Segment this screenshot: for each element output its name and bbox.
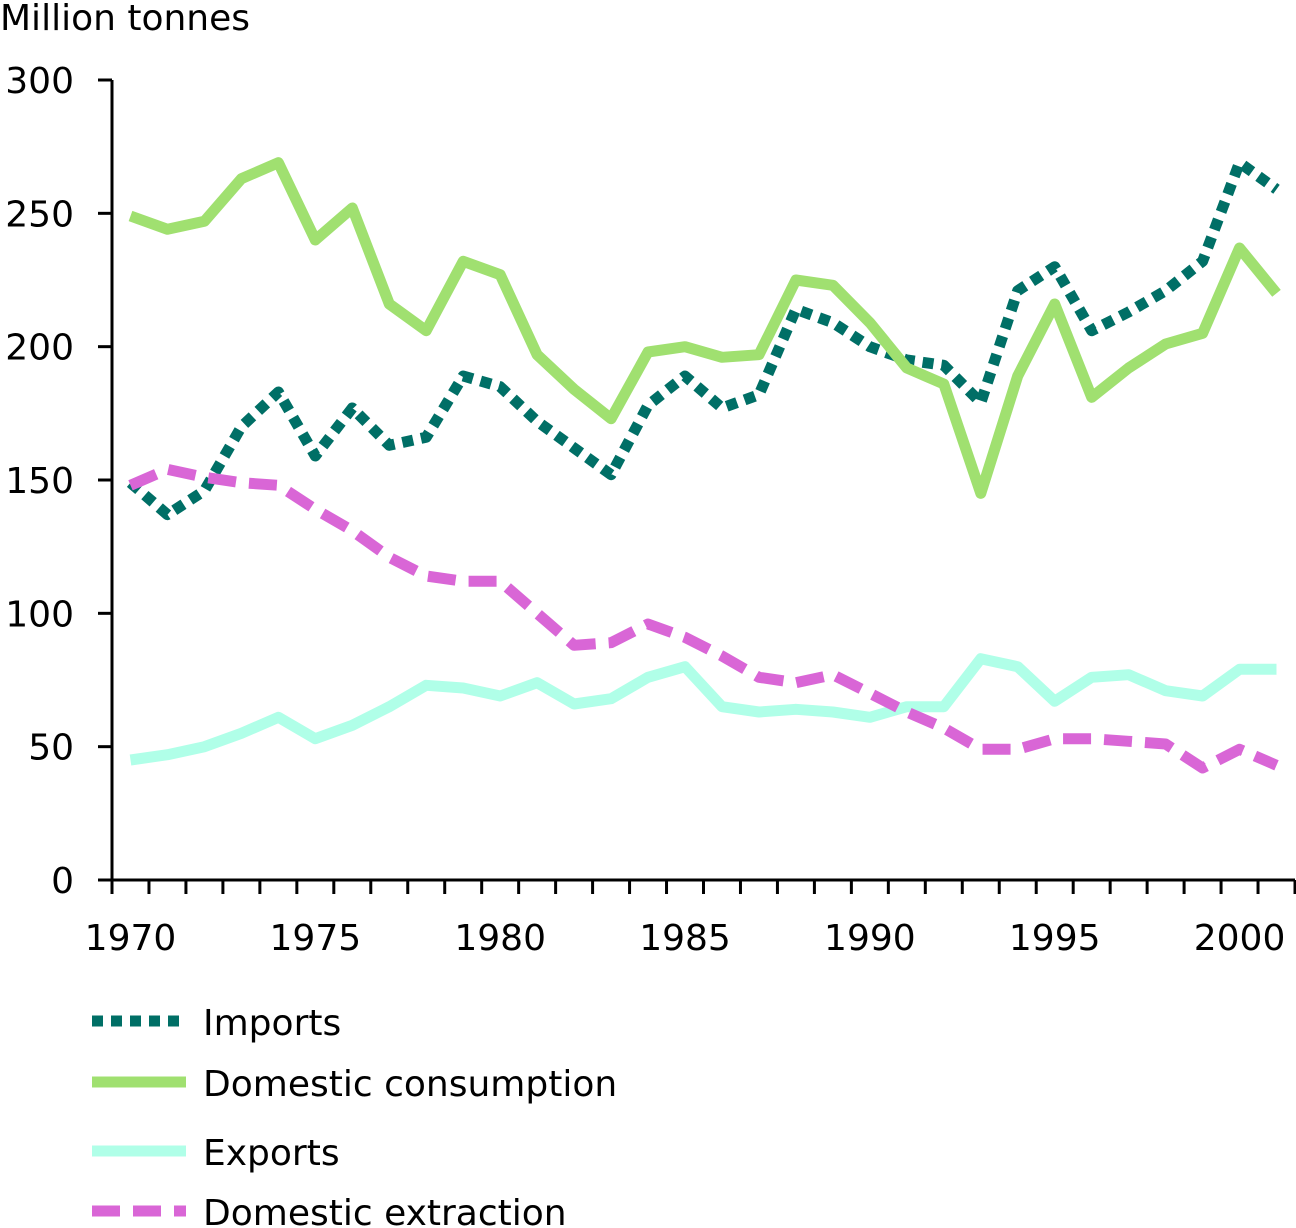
x-tick-label: 1990	[824, 918, 916, 959]
axes: 0 50 100 150 200 250 300 1970 1975 1980 1985 1990 19…	[5, 61, 1296, 959]
y-tick-label: 100	[5, 594, 74, 635]
y-tick-label: 250	[5, 194, 74, 235]
x-tick-label: 2000	[1194, 918, 1286, 959]
series-line-imports	[126, 157, 1280, 521]
y-tick-label: 300	[5, 61, 74, 102]
y-tick-label: 150	[5, 461, 74, 502]
series-line-exports	[129, 653, 1277, 766]
series-layer	[126, 157, 1281, 774]
y-tick-label: 0	[51, 861, 74, 902]
y-axis-label: Million tonnes	[0, 0, 250, 39]
legend-label: Exports	[203, 1133, 340, 1174]
x-tick-label: 1975	[270, 918, 362, 959]
x-tick-label: 1985	[639, 918, 731, 959]
x-tick-label: 1970	[85, 918, 177, 959]
y-tick-label: 200	[5, 328, 74, 369]
legend: Imports Domestic consumption Exports Domest…	[92, 1003, 617, 1228]
y-tick-label: 50	[28, 728, 74, 769]
legend-label: Imports	[203, 1003, 341, 1044]
legend-label: Domestic extraction	[203, 1193, 567, 1228]
x-tick-label: 1980	[454, 918, 546, 959]
series-line-domestic-extraction	[128, 463, 1279, 774]
legend-label: Domestic consumption	[203, 1064, 617, 1105]
x-tick-label: 1995	[1009, 918, 1101, 959]
series-line-domestic-consumption	[128, 157, 1281, 499]
